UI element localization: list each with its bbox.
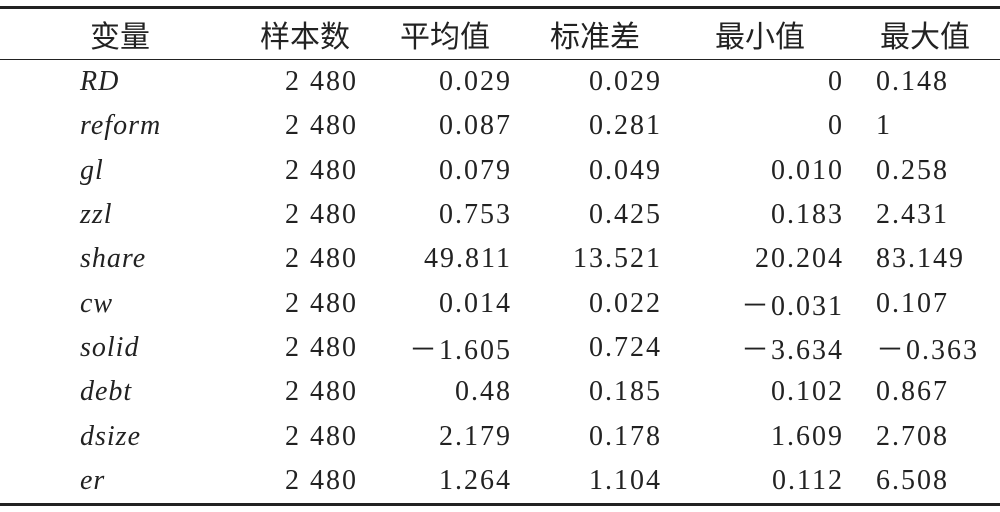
table-cell: 2.708	[876, 420, 949, 452]
table-cell: 0.079	[439, 154, 512, 186]
table-cell: er	[80, 464, 106, 496]
header-cell: 最大值	[850, 7, 1000, 60]
table-cell: dsize	[80, 420, 141, 452]
table-cell: 0.183	[771, 199, 844, 231]
table-row: gl 2 480 0.079 0.049 0.010 0.258	[0, 149, 1000, 193]
table-cell: －0.031	[740, 290, 844, 322]
table-cell: 0.112	[772, 464, 844, 496]
table-cell: －1.605	[408, 334, 512, 366]
table-cell: solid	[80, 331, 140, 363]
table-row: RD 2 480 0.029 0.029 0 0.148	[0, 60, 1000, 105]
table-cell: 1.104	[589, 464, 662, 496]
table-cell: 2 480	[285, 464, 358, 496]
table-cell: 2 480	[285, 66, 358, 98]
table-cell: 1.264	[439, 464, 512, 496]
table-row: zzl 2 480 0.753 0.425 0.183 2.431	[0, 193, 1000, 237]
table-cell: 0.148	[876, 66, 949, 98]
header-cell: 平均值	[370, 7, 520, 60]
table-cell: 2 480	[285, 199, 358, 231]
header-cell: 样本数	[240, 7, 370, 60]
table-cell: debt	[80, 376, 133, 408]
table-cell: 0.107	[876, 287, 949, 319]
table-cell: reform	[80, 110, 162, 142]
table-cell: 0.724	[589, 331, 662, 363]
table-cell: 2 480	[285, 243, 358, 275]
table-cell: 0.029	[439, 66, 512, 98]
table-cell: 2 480	[285, 110, 358, 142]
table-cell: zzl	[80, 199, 113, 231]
table-row: er 2 480 1.264 1.104 0.112 6.508	[0, 459, 1000, 505]
table-cell: 0.029	[589, 66, 662, 98]
table-cell: 2 480	[285, 287, 358, 319]
header-row: 变量 样本数 平均值 标准差 最小值 最大值	[0, 7, 1000, 60]
table-cell: 0.425	[589, 199, 662, 231]
table-cell: 0.178	[589, 420, 662, 452]
table-cell: RD	[80, 66, 120, 98]
table-cell: 13.521	[573, 243, 662, 275]
table-cell: 0.049	[589, 154, 662, 186]
table-cell: 0.087	[439, 110, 512, 142]
table-cell: 0.102	[771, 376, 844, 408]
table-cell: gl	[80, 154, 104, 186]
table-cell: share	[80, 243, 147, 275]
table-cell: 0	[828, 110, 844, 142]
table-cell: 83.149	[876, 243, 965, 275]
table-cell: 0.258	[876, 154, 949, 186]
table-cell: 0.48	[455, 376, 512, 408]
table-cell: cw	[80, 287, 114, 319]
table-cell: 0.022	[589, 287, 662, 319]
table-row: dsize 2 480 2.179 0.178 1.609 2.708	[0, 414, 1000, 458]
table-cell: 0.185	[589, 376, 662, 408]
table-cell: 2.431	[876, 199, 949, 231]
table-cell: 2 480	[285, 154, 358, 186]
summary-table: 变量 样本数 平均值 标准差 最小值 最大值 RD 2 480 0.029 0.029 0 0.14…	[0, 6, 1000, 506]
table-cell: 0.014	[439, 287, 512, 319]
table-cell: 6.508	[876, 464, 949, 496]
table-row: cw 2 480 0.014 0.022 －0.031 0.107	[0, 281, 1000, 325]
table-cell: 0.753	[439, 199, 512, 231]
table-cell: 1	[876, 110, 892, 142]
table-cell: 1.609	[771, 420, 844, 452]
table-cell: 2 480	[285, 420, 358, 452]
header-cell: 最小值	[670, 7, 850, 60]
table-cell: 0.281	[589, 110, 662, 142]
table-cell: 0	[828, 66, 844, 98]
table-row: debt 2 480 0.48 0.185 0.102 0.867	[0, 370, 1000, 414]
table-body: RD 2 480 0.029 0.029 0 0.148 reform 2 480 0.087 0…	[0, 60, 1000, 505]
table-row: reform 2 480 0.087 0.281 0 1	[0, 104, 1000, 148]
table-row: share 2 480 49.811 13.521 20.204 83.149	[0, 237, 1000, 281]
table-cell: 2.179	[439, 420, 512, 452]
table-cell: －3.634	[740, 334, 844, 366]
table-cell: 0.010	[771, 154, 844, 186]
header-cell: 变量	[0, 7, 240, 60]
table-cell: 20.204	[755, 243, 844, 275]
table-cell: 2 480	[285, 376, 358, 408]
table-cell: －0.363	[876, 334, 980, 366]
table-cell: 49.811	[424, 243, 512, 275]
header-cell: 标准差	[520, 7, 670, 60]
table-cell: 2 480	[285, 331, 358, 363]
table-cell: 0.867	[876, 376, 949, 408]
table-row: solid 2 480 －1.605 0.724 －3.634 －0.363	[0, 326, 1000, 370]
